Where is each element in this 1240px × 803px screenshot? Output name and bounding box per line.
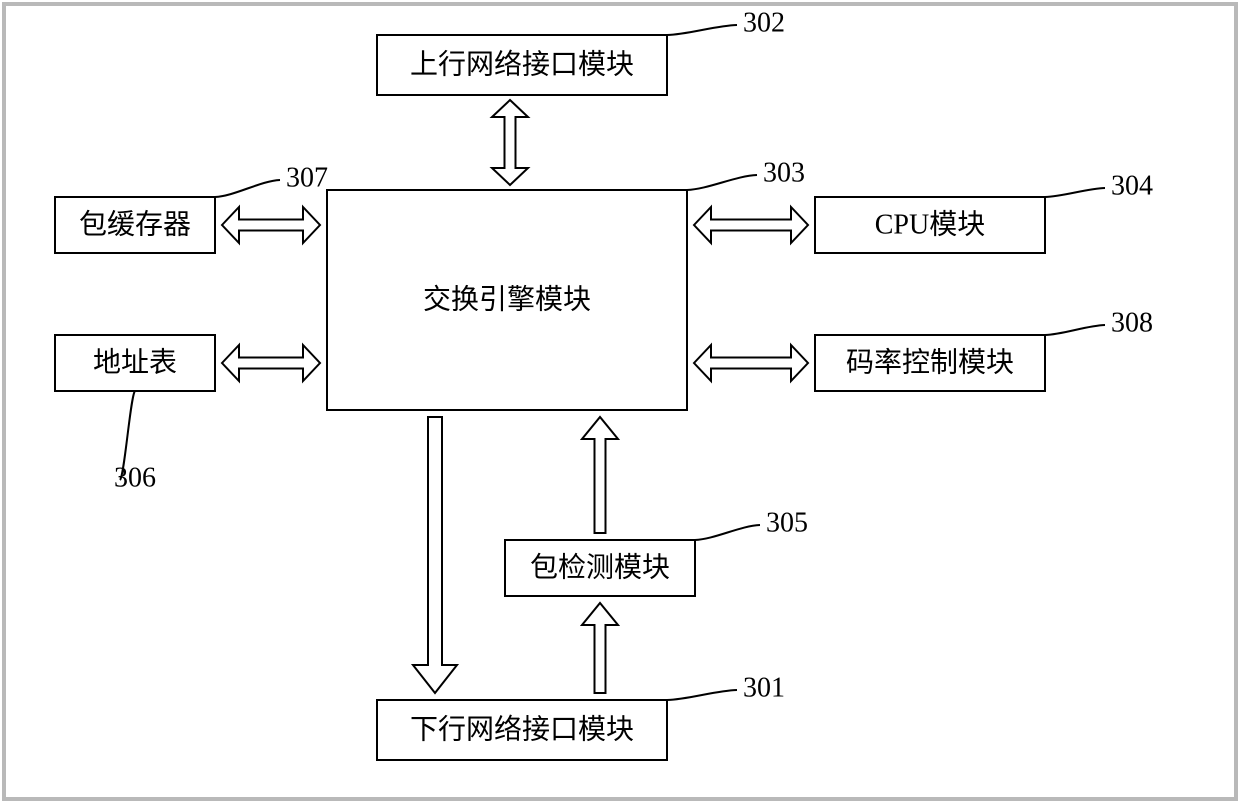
- callout-leader-pkt_det: [695, 525, 760, 540]
- callout-leader-cpu: [1045, 188, 1105, 197]
- block-label-cpu: CPU模块: [875, 208, 985, 240]
- block-label-rate_ctl: 码率控制模块: [846, 346, 1014, 378]
- arrow-engine_addr_tbl: [222, 345, 320, 381]
- arrow-engine_to_down: [413, 417, 457, 693]
- block-label-pkt_buf: 包缓存器: [79, 208, 191, 240]
- arrow-engine_uplink: [492, 100, 528, 185]
- block-rate_ctl: 码率控制模块: [815, 335, 1045, 391]
- block-label-engine: 交换引擎模块: [423, 283, 591, 315]
- block-pkt_buf: 包缓存器: [55, 197, 215, 253]
- block-label-addr_tbl: 地址表: [93, 346, 177, 378]
- block-engine: 交换引擎模块: [327, 190, 687, 410]
- callout-leader-rate_ctl: [1045, 325, 1105, 335]
- callout-number-pkt_buf: 307: [286, 162, 328, 193]
- block-pkt_det: 包检测模块: [505, 540, 695, 596]
- callout-number-uplink: 302: [743, 7, 785, 38]
- block-downlink: 下行网络接口模块: [377, 700, 667, 760]
- arrow-engine_pkt_buf: [222, 207, 320, 243]
- callout-number-cpu: 304: [1111, 170, 1153, 201]
- callout-leader-pkt_buf: [215, 180, 280, 197]
- callout-number-engine: 303: [763, 157, 805, 188]
- block-label-downlink: 下行网络接口模块: [410, 713, 634, 745]
- callout-number-downlink: 301: [743, 672, 785, 703]
- block-addr_tbl: 地址表: [55, 335, 215, 391]
- arrow-engine_rate_ctl: [694, 345, 808, 381]
- arrow-engine_cpu: [694, 207, 808, 243]
- callout-leader-uplink: [667, 25, 737, 35]
- block-label-uplink: 上行网络接口模块: [410, 48, 634, 80]
- arrow-down_to_detect: [582, 603, 618, 693]
- callout-leader-downlink: [667, 690, 737, 700]
- block-cpu: CPU模块: [815, 197, 1045, 253]
- callout-leader-engine: [687, 175, 757, 190]
- callout-number-addr_tbl: 306: [114, 462, 156, 493]
- callout-number-rate_ctl: 308: [1111, 307, 1153, 338]
- arrow-detect_to_engine: [582, 417, 618, 533]
- block-uplink: 上行网络接口模块: [377, 35, 667, 95]
- block-label-pkt_det: 包检测模块: [530, 551, 670, 583]
- callout-number-pkt_det: 305: [766, 507, 808, 538]
